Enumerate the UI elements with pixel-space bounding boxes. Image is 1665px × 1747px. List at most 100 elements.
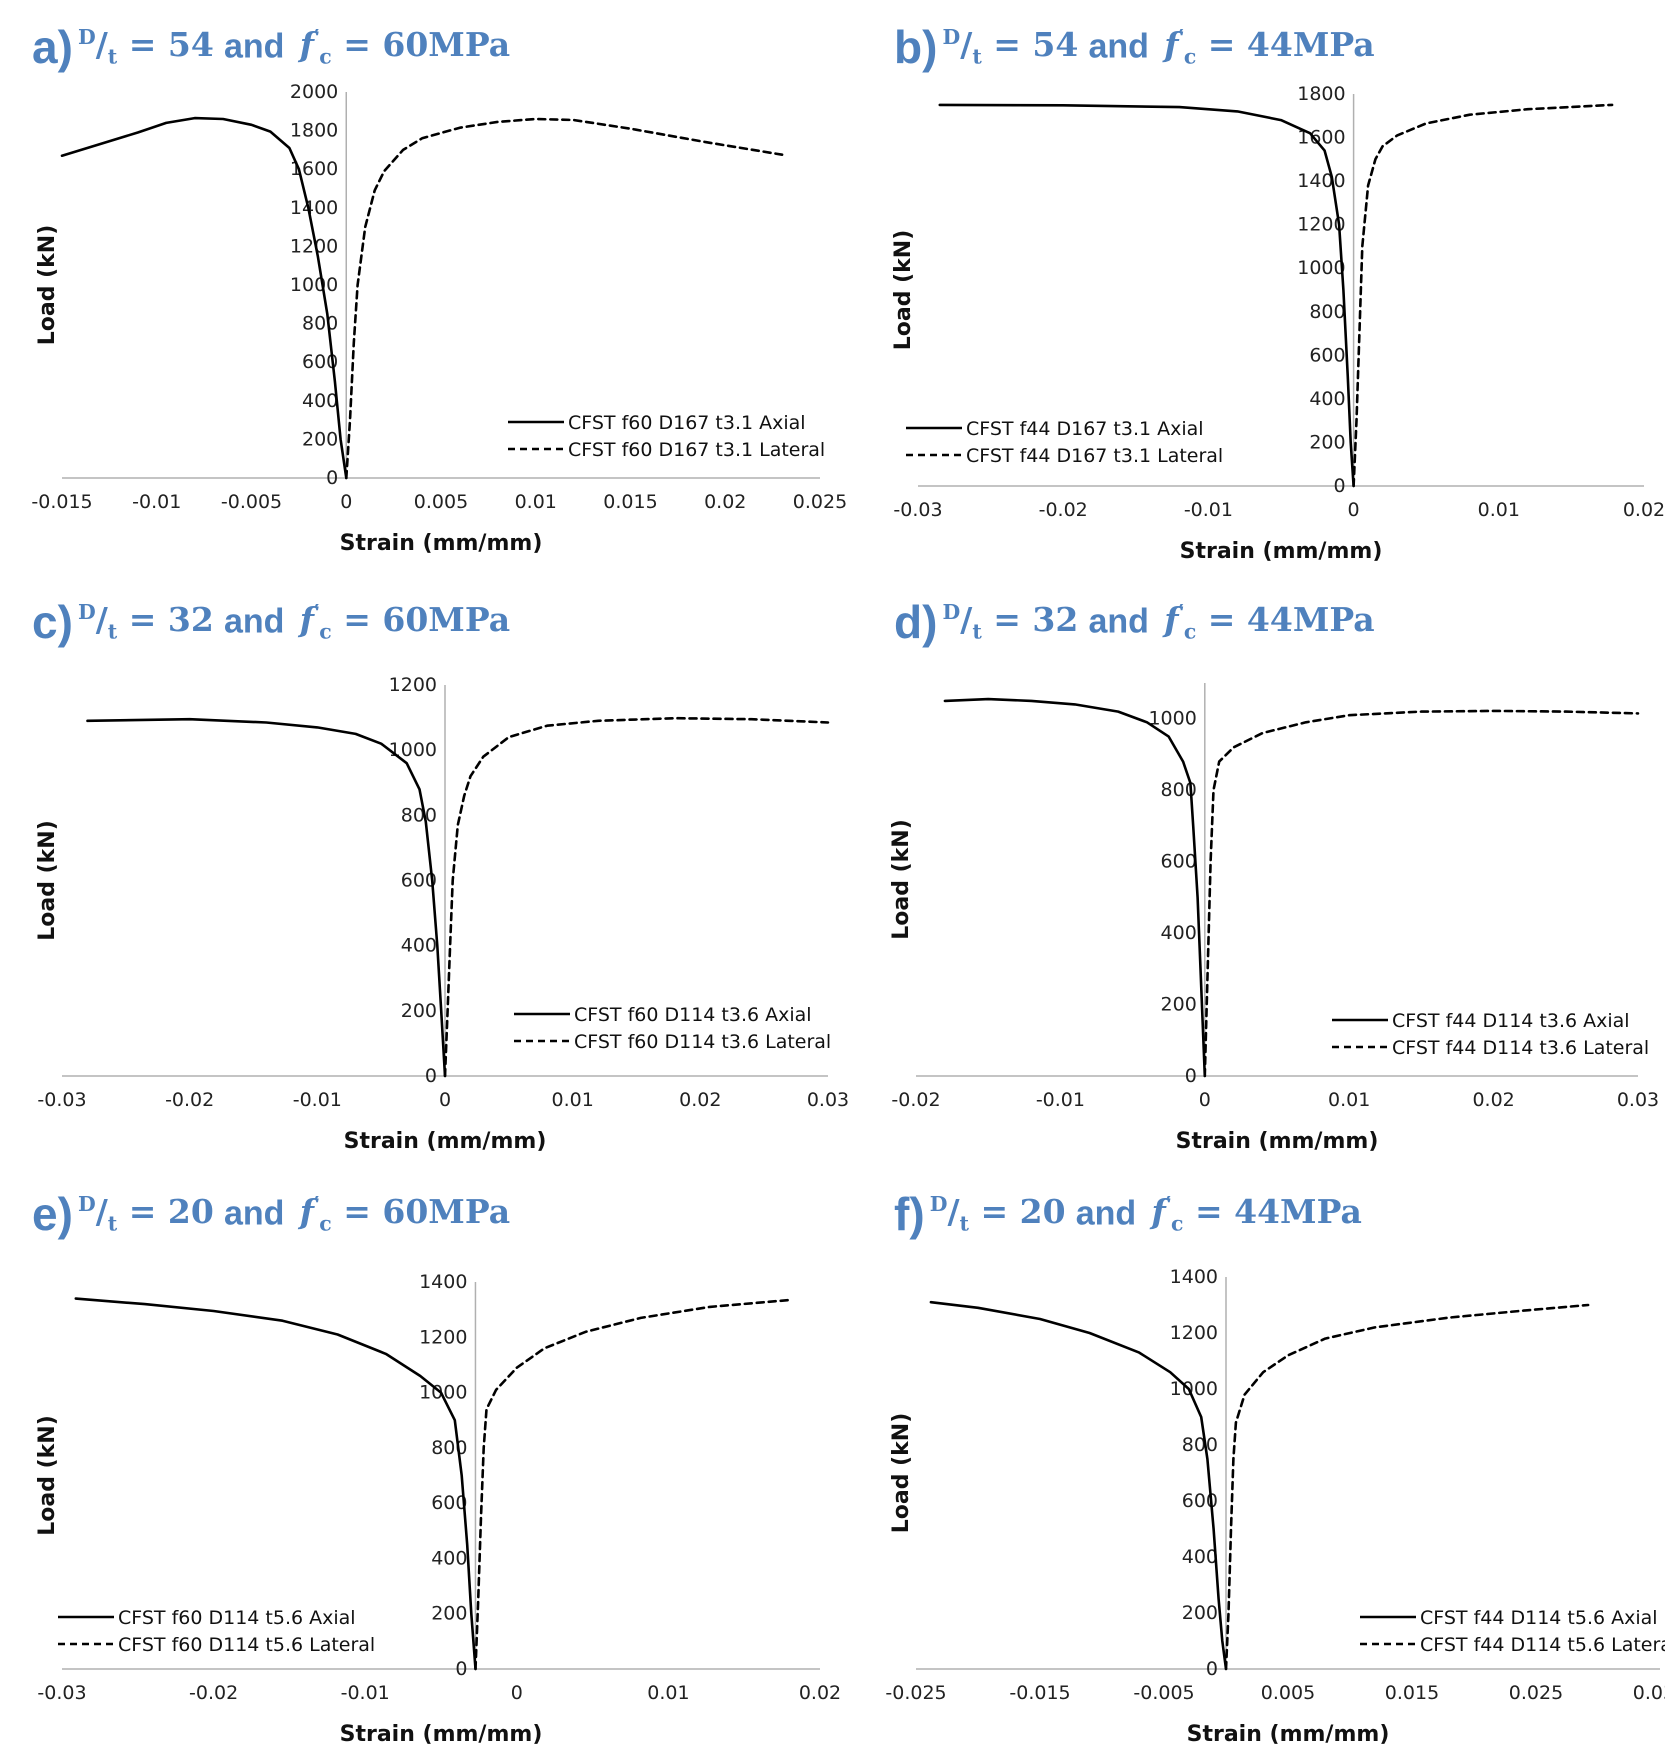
- title-strength: f′c = 60MPa: [300, 25, 511, 69]
- series-lateral-line: [1203, 709, 1640, 1078]
- y-tick-label: 0: [425, 1065, 437, 1087]
- title-fsup: ′: [313, 25, 320, 50]
- title-ratio-value: = 32: [981, 600, 1079, 640]
- y-tick-label: 1200: [1297, 214, 1345, 236]
- y-tick-label: 1800: [1297, 83, 1345, 105]
- title-and: and: [1088, 602, 1149, 641]
- x-tick-label: -0.01: [1184, 499, 1233, 521]
- chart-panel: a) D/t = 54 and f′c = 60MPa -0.015 -0.01 -0…: [30, 20, 847, 580]
- chart-panel: c) D/t = 32 and f′c = 60MPa -0.03 -0.02 -0.…: [30, 595, 849, 1155]
- x-axis-title: Strain (mm/mm): [1180, 539, 1383, 564]
- y-tick-label: 1600: [290, 158, 338, 180]
- y-tick-label: 1000: [1297, 257, 1345, 279]
- legend: CFST f60 D114 t3.6 Axial CFST f60 D114 t3…: [514, 1004, 831, 1053]
- title-ratio: D/t = 20: [78, 1192, 214, 1236]
- title-f: f: [299, 600, 314, 640]
- chart-svg: -0.03 -0.02 -0.01 0 0.01 0.02 0.03 0 200 400 600 80…: [35, 674, 849, 1154]
- y-tick-label: 800: [1161, 779, 1197, 801]
- series-lateral-line: [474, 1298, 791, 1671]
- title-d: D: [942, 25, 961, 50]
- x-tick-label: 0.005: [1261, 1682, 1315, 1704]
- legend-label: CFST f60 D114 t5.6 Lateral: [118, 1634, 375, 1656]
- y-tick-label: 0: [1334, 475, 1346, 497]
- x-axis-title: Strain (mm/mm): [340, 1722, 543, 1747]
- title-ratio-value: = 54: [981, 25, 1079, 65]
- legend-label: CFST f44 D114 t3.6 Axial: [1392, 1010, 1630, 1032]
- x-tick-label: 0.03: [1617, 1089, 1659, 1111]
- title-d: D: [78, 25, 96, 50]
- title-fsup: ′: [1165, 1192, 1172, 1217]
- x-tick-label: 0: [1199, 1089, 1211, 1111]
- title-f: f: [1164, 600, 1179, 640]
- legend-label: CFST f44 D167 t3.1 Axial: [966, 418, 1204, 440]
- title-and: and: [223, 602, 285, 641]
- y-tick-label: 1000: [1148, 708, 1196, 730]
- title-strength-value: = 60MPa: [331, 25, 511, 65]
- y-tick-label: 1400: [419, 1271, 467, 1293]
- series-axial-line: [929, 1300, 1228, 1671]
- title-t: t: [107, 44, 118, 69]
- title-strength: f′c = 60MPa: [299, 600, 510, 644]
- title-strength-value: = 44MPa: [1196, 25, 1375, 65]
- x-axis-title: Strain (mm/mm): [344, 1129, 547, 1154]
- y-tick-label: 1400: [290, 197, 338, 219]
- y-tick-label: 400: [1182, 1546, 1218, 1568]
- x-tick-label: -0.01: [1036, 1089, 1085, 1111]
- x-axis-title: Strain (mm/mm): [1176, 1129, 1379, 1154]
- y-tick-label: 1200: [419, 1326, 467, 1348]
- y-tick-label: 800: [1182, 1434, 1218, 1456]
- series-axial-line: [60, 116, 348, 480]
- series-lateral-line: [345, 117, 784, 480]
- y-tick-label: 200: [302, 428, 338, 450]
- x-tick-label: -0.03: [37, 1682, 86, 1704]
- y-axis-title: Load (kN): [35, 225, 60, 346]
- series-lateral-line: [443, 716, 830, 1078]
- x-tick-label: 0.01: [647, 1682, 689, 1704]
- legend-label: CFST f44 D114 t5.6 Axial: [1420, 1607, 1658, 1629]
- chart-title: a) D/t = 54 and f′c = 60MPa: [32, 20, 510, 74]
- x-axis-title: Strain (mm/mm): [1187, 1722, 1390, 1747]
- chart-svg: -0.015 -0.01 -0.005 0 0.005 0.01 0.015 0.02 0.02…: [31, 81, 847, 556]
- y-tick-label: 1400: [1170, 1266, 1218, 1288]
- x-tick-label: 0.015: [603, 491, 657, 513]
- title-t: t: [972, 44, 982, 69]
- x-tick-label: 0: [439, 1089, 451, 1111]
- title-fsub: c: [319, 44, 332, 69]
- title-t: t: [107, 1211, 118, 1236]
- x-tick-label: 0.01: [1328, 1089, 1370, 1111]
- series-axial-line: [938, 103, 1355, 488]
- y-tick-label: 1800: [290, 120, 338, 142]
- y-tick-label: 1200: [1170, 1322, 1218, 1344]
- chart-svg: -0.03 -0.02 -0.01 0 0.01 0.02 0 200 400 600 800 100…: [891, 83, 1665, 564]
- legend-label: CFST f60 D167 t3.1 Lateral: [568, 439, 825, 461]
- y-tick-label: 400: [1309, 388, 1345, 410]
- y-axis-title: Load (kN): [889, 819, 914, 940]
- y-tick-label: 400: [431, 1547, 467, 1569]
- y-tick-label: 600: [302, 351, 338, 373]
- title-fsub: c: [1171, 1211, 1184, 1236]
- y-tick-label: 400: [302, 390, 338, 412]
- chart-title: e) D/t = 20 and f′c = 60MPa: [32, 1187, 510, 1241]
- y-tick-label: 1000: [389, 739, 437, 761]
- title-and: and: [223, 1194, 285, 1233]
- title-and: and: [223, 27, 285, 66]
- x-tick-label: -0.025: [885, 1682, 946, 1704]
- title-fsup: ′: [313, 600, 320, 625]
- y-axis-title: Load (kN): [891, 230, 916, 351]
- x-tick-label: 0: [1348, 499, 1360, 521]
- y-tick-label: 600: [431, 1492, 467, 1514]
- legend-label: CFST f60 D114 t3.6 Axial: [574, 1004, 812, 1026]
- y-tick-label: 1200: [290, 235, 338, 257]
- y-tick-label: 200: [1161, 994, 1197, 1016]
- y-tick-label: 0: [1206, 1658, 1218, 1680]
- y-axis-title: Load (kN): [35, 1415, 60, 1536]
- title-f: f: [1164, 25, 1179, 65]
- y-tick-label: 1400: [1297, 170, 1345, 192]
- title-ratio-value: = 54: [117, 25, 214, 65]
- x-tick-label: 0: [511, 1682, 523, 1704]
- x-tick-label: -0.015: [31, 491, 92, 513]
- chart-svg: -0.03 -0.02 -0.01 0 0.01 0.02 0 200 400 600 800 100…: [35, 1271, 841, 1747]
- title-d: D: [78, 600, 96, 625]
- title-ratio-value: = 32: [117, 600, 214, 640]
- x-axis-title: Strain (mm/mm): [340, 531, 543, 556]
